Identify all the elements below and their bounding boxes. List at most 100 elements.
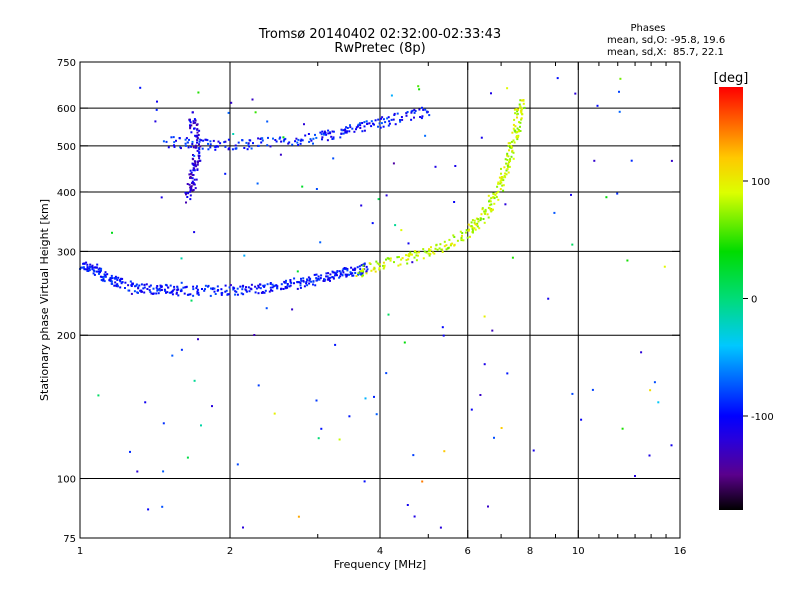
data-point [157, 288, 159, 291]
data-point [361, 122, 364, 124]
data-point [149, 284, 152, 287]
data-point [236, 463, 239, 466]
y-tick-label: 300 [57, 247, 76, 258]
data-point [188, 173, 191, 176]
data-point [198, 157, 201, 160]
data-point [283, 280, 286, 283]
data-point [219, 142, 222, 145]
data-point [512, 139, 515, 142]
data-point [304, 134, 307, 137]
data-point [392, 118, 395, 121]
data-point [291, 308, 294, 311]
data-point [288, 141, 291, 144]
data-point [252, 142, 254, 145]
data-point [504, 203, 507, 206]
data-point [236, 287, 239, 290]
data-point [184, 138, 187, 141]
data-point [175, 139, 177, 142]
data-point [282, 136, 285, 139]
data-point [189, 186, 192, 189]
data-point [130, 292, 133, 295]
data-point [317, 437, 320, 440]
data-point [312, 137, 315, 140]
data-point [282, 140, 285, 143]
data-point [500, 181, 503, 184]
data-point [169, 284, 172, 287]
data-point [195, 165, 198, 168]
data-point [507, 145, 510, 147]
data-point [344, 130, 347, 133]
data-point [321, 138, 323, 141]
data-point [365, 265, 368, 268]
data-point [195, 178, 198, 181]
data-point [363, 121, 366, 124]
data-point [513, 108, 516, 111]
data-point [301, 139, 304, 142]
data-point [506, 164, 509, 167]
data-point [387, 116, 390, 119]
data-point [378, 263, 380, 266]
data-point [338, 438, 341, 441]
data-point [183, 292, 186, 295]
data-point [173, 144, 175, 147]
data-point [263, 291, 266, 294]
data-point [516, 113, 519, 116]
data-point [322, 280, 325, 282]
data-point [196, 149, 199, 152]
data-point [500, 427, 503, 429]
data-point [571, 392, 574, 395]
data-point [328, 278, 331, 281]
data-point [634, 475, 636, 477]
data-point [156, 100, 158, 103]
data-point [348, 273, 350, 276]
data-point [327, 129, 330, 132]
data-point [86, 269, 89, 272]
data-point [297, 281, 300, 284]
data-point [616, 192, 619, 195]
data-point [93, 273, 96, 276]
data-point [440, 248, 443, 251]
data-point [82, 262, 85, 265]
data-point [331, 138, 334, 140]
data-point [196, 137, 199, 140]
data-point [338, 270, 341, 273]
data-point [177, 294, 180, 297]
data-point [434, 165, 437, 168]
data-point [173, 145, 176, 148]
data-point [279, 153, 282, 156]
data-point [195, 146, 197, 149]
data-point [102, 279, 105, 281]
data-point [378, 268, 381, 271]
data-point [294, 140, 297, 143]
data-point [349, 124, 351, 127]
data-point [428, 114, 431, 117]
data-point [474, 228, 477, 231]
data-point [447, 247, 450, 250]
data-point [110, 280, 113, 283]
data-point [120, 282, 123, 285]
data-point [189, 194, 192, 197]
data-point [196, 141, 198, 144]
data-point [359, 273, 362, 276]
data-point [342, 271, 345, 274]
data-point [365, 270, 368, 273]
data-point [332, 137, 335, 140]
data-point [436, 248, 439, 251]
data-point [209, 143, 212, 146]
data-point [319, 131, 322, 134]
data-point [282, 288, 285, 290]
data-point [382, 261, 385, 264]
data-point [483, 363, 486, 366]
data-point [494, 194, 497, 196]
data-point [124, 287, 126, 289]
data-point [237, 141, 240, 144]
data-point [103, 280, 106, 283]
data-point [185, 286, 188, 289]
data-point [332, 271, 335, 274]
data-point [351, 272, 354, 275]
data-point [506, 152, 509, 155]
data-point [306, 278, 309, 281]
data-point [480, 213, 483, 216]
data-point [220, 292, 223, 295]
data-point [319, 277, 322, 280]
